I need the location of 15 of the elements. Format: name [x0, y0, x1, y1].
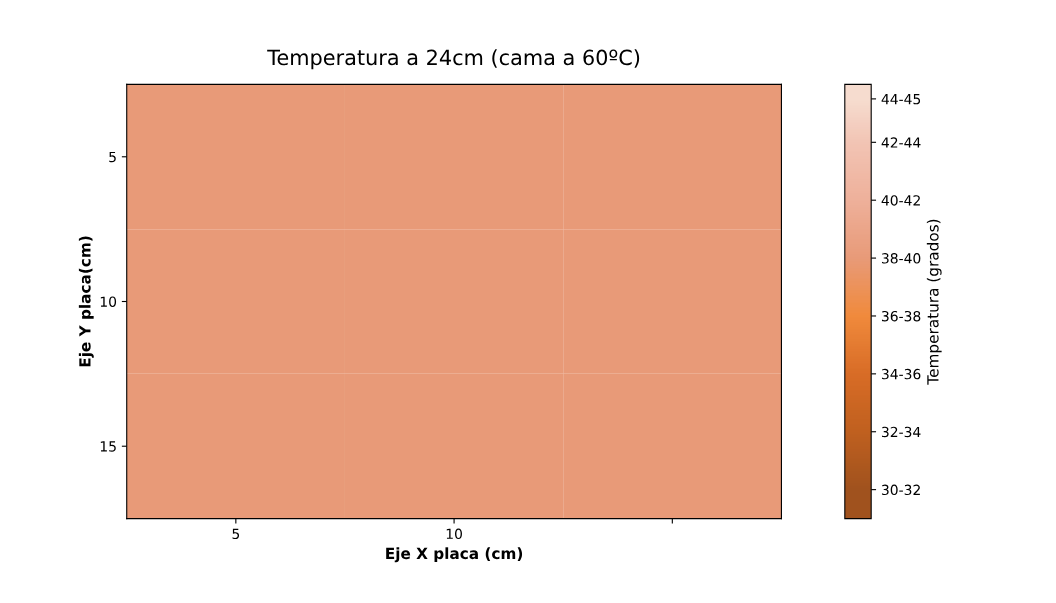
color-bar-label: 36-38 [881, 310, 921, 322]
y-axis-title: Eje Y placa(cm) [78, 236, 94, 367]
color-bar-label: 44-45 [881, 94, 921, 105]
color-bar-label: 30-32 [881, 484, 920, 496]
color-bar-title: Temperatura (grados) [926, 219, 942, 385]
color-bar-label: 38-40 [881, 253, 921, 264]
x-axis-title: Eje X placa (cm) [386, 547, 523, 563]
y-tick-label: 5 [109, 151, 116, 163]
y-tick-label: 15 [100, 441, 116, 452]
y-tick-label: 10 [100, 296, 117, 307]
color-bar-label: 40-42 [881, 195, 920, 206]
chart-title: Temperatura a 24cm (cama a 60ºC) [267, 49, 640, 70]
color-bar-label: 34-36 [881, 368, 921, 380]
color-bar-label: 42-44 [881, 137, 921, 148]
color-bar-label: 32-34 [881, 426, 921, 438]
